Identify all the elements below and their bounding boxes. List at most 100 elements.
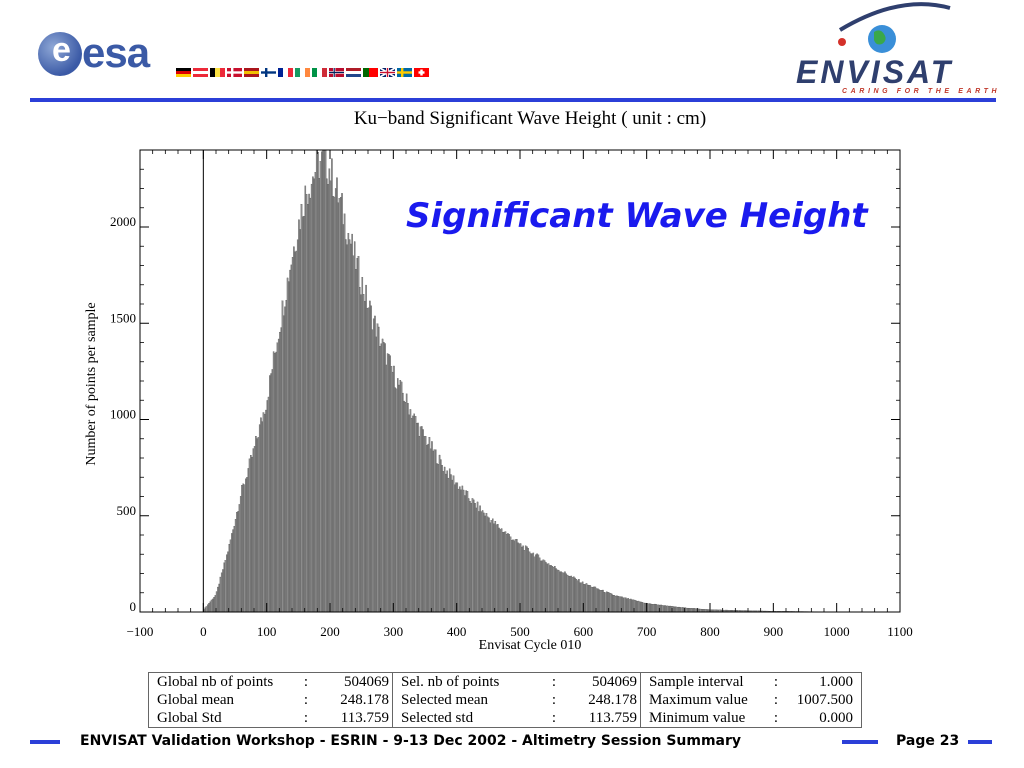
flag-austria <box>193 68 208 77</box>
histogram-bar <box>668 606 670 613</box>
histogram-bar <box>293 246 295 613</box>
x-tick-label: 100 <box>257 624 277 639</box>
esa-logo-text: esa <box>82 29 150 76</box>
histogram-bar <box>404 402 407 613</box>
x-tick-label: 400 <box>447 624 467 639</box>
histogram-bar <box>551 566 554 613</box>
histogram-bar <box>642 602 645 613</box>
histogram-bar <box>590 586 593 613</box>
histogram-bar <box>531 553 533 613</box>
histogram-bar <box>367 307 370 613</box>
histogram-bar <box>693 608 695 613</box>
histogram-bar <box>247 468 250 613</box>
histogram-bar <box>307 204 309 613</box>
histogram-bar <box>664 605 666 613</box>
y-axis: 0 500 1000 1500 2000 <box>110 149 900 614</box>
histogram-bar <box>407 403 409 613</box>
histogram-bar <box>260 417 262 613</box>
histogram-bar <box>364 301 366 613</box>
histogram-bar <box>640 601 642 613</box>
histogram-bar <box>568 575 570 613</box>
histogram-bar <box>355 269 357 613</box>
histogram-bar <box>209 601 212 613</box>
histogram-bar <box>318 178 320 613</box>
flag-norway <box>329 68 344 77</box>
histogram-bar <box>616 595 618 613</box>
stats-colon: : <box>551 674 557 690</box>
histogram-bar <box>474 503 476 613</box>
histogram-bar <box>410 418 413 613</box>
stats-label: Selected std <box>392 709 544 728</box>
histogram-bar <box>361 277 364 613</box>
histogram-bar <box>379 346 381 613</box>
histogram-bar <box>569 576 571 613</box>
stats-colon: : <box>303 692 309 708</box>
histogram-bar <box>414 416 417 613</box>
x-axis: −100 0 100 200 300 400 500 600 700 800 900 1000 1100 <box>127 150 913 639</box>
x-tick-label: 900 <box>764 624 784 639</box>
histogram-bar <box>394 387 396 613</box>
histogram-bar <box>219 576 222 613</box>
histogram-bar <box>617 595 619 613</box>
x-tick-label: 200 <box>320 624 340 639</box>
histogram-bar <box>448 468 451 613</box>
y-tick-label: 500 <box>117 503 137 518</box>
footer-rule-right <box>968 740 992 744</box>
histogram-bar <box>486 516 489 613</box>
histogram-bar <box>332 196 334 613</box>
histogram-bars <box>203 149 842 613</box>
histogram-bar <box>205 606 208 613</box>
histogram-bar <box>347 233 350 613</box>
histogram-bar <box>623 597 626 613</box>
histogram-bar <box>512 539 514 613</box>
histogram-bar <box>676 607 679 613</box>
histogram-bar <box>261 421 263 613</box>
histogram-bar <box>475 507 478 613</box>
histogram-bar <box>459 486 461 613</box>
histogram-bar <box>644 602 646 613</box>
chart-title: Ku−band Significant Wave Height ( unit :… <box>353 108 707 129</box>
histogram-bar <box>470 503 472 613</box>
histogram-bar <box>258 424 261 613</box>
histogram-bar <box>540 560 542 613</box>
histogram-bar <box>280 327 282 613</box>
histogram-bar <box>412 415 414 613</box>
histogram-bar <box>405 393 408 613</box>
histogram-bar <box>226 554 228 613</box>
histogram-bar <box>413 413 415 613</box>
stats-value: 0.000 <box>819 710 853 726</box>
histogram-bar <box>428 437 431 613</box>
esa-logo: e esa <box>38 28 188 82</box>
histogram-bar <box>599 590 602 613</box>
histogram-bar <box>635 600 637 613</box>
histogram-bar <box>313 178 315 613</box>
histogram-bar <box>386 353 389 613</box>
member-flags <box>176 68 429 77</box>
histogram-bar <box>372 318 375 613</box>
histogram-bar <box>236 512 238 613</box>
histogram-bar <box>351 233 353 613</box>
histogram-bar <box>334 188 337 613</box>
histogram-bar <box>485 513 488 613</box>
histogram-bar <box>218 583 220 613</box>
histogram-bar <box>494 521 497 613</box>
histogram-bar <box>329 180 332 613</box>
histogram-bar <box>437 464 440 613</box>
histogram-bar <box>418 435 421 613</box>
histogram-bar <box>661 605 664 613</box>
histogram-bar <box>574 577 576 613</box>
histogram-bar <box>345 239 347 613</box>
histogram-bar <box>314 172 317 613</box>
histogram-bar <box>543 560 546 613</box>
histogram-bar <box>585 583 588 613</box>
histogram-bar <box>536 553 538 613</box>
histogram-bar <box>556 569 559 613</box>
histogram-bar <box>251 456 253 613</box>
histogram-bar <box>389 355 391 613</box>
histogram-bar <box>461 485 464 613</box>
flag-finland <box>261 68 276 77</box>
stats-label: Global mean <box>157 692 235 708</box>
histogram-bar <box>516 539 518 613</box>
histogram-bar <box>381 338 384 613</box>
stats-row: Global mean:248.178 Selected mean:248.178… <box>149 691 862 709</box>
